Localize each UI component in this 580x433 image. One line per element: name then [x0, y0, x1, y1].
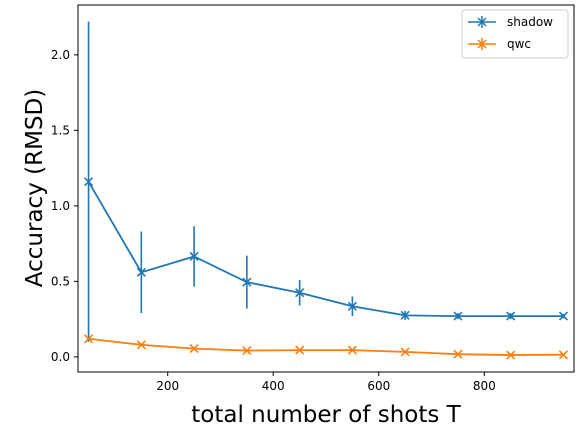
series-shadow: [83, 21, 569, 342]
plot-frame: [77, 4, 575, 373]
data-point-shadow: [189, 251, 199, 262]
x-tick-label: 200: [156, 379, 179, 393]
data-point-shadow: [400, 310, 410, 320]
legend-label-qwc: qwc: [507, 37, 531, 51]
series-line-shadow: [87, 181, 564, 318]
series-line-qwc: [88, 337, 564, 356]
data-point-qwc: [189, 344, 199, 354]
data-point-qwc: [347, 345, 357, 355]
data-point-qwc: [242, 345, 252, 356]
y-tick-label: 2.0: [51, 48, 70, 62]
data-point-shadow: [83, 177, 94, 187]
y-tick-label: 1.0: [51, 199, 70, 213]
data-point-shadow: [558, 311, 569, 321]
legend-label-shadow: shadow: [507, 15, 553, 29]
legend-item-shadow: shadow: [468, 15, 553, 29]
data-point-qwc: [453, 349, 463, 359]
legend-marker-qwc: [477, 39, 487, 49]
data-point-qwc: [558, 350, 569, 360]
legend-item-qwc: qwc: [468, 37, 531, 51]
y-tick-label: 1.5: [51, 123, 70, 137]
y-tick-label: 0.0: [51, 350, 70, 364]
data-point-shadow: [295, 288, 305, 298]
data-point-shadow: [453, 311, 463, 321]
series-qwc: [83, 334, 569, 360]
x-tick-label: 600: [367, 379, 390, 393]
y-axis-label: Accuracy (RMSD): [22, 89, 48, 287]
data-point-qwc: [136, 340, 146, 350]
data-point-qwc: [295, 345, 305, 355]
data-point-qwc: [83, 334, 94, 344]
x-tick-label: 800: [473, 379, 496, 393]
x-axis-label: total number of shots T: [191, 402, 461, 428]
data-point-shadow: [347, 301, 357, 311]
x-axis: 200 400 600 800: [156, 372, 496, 393]
data-point-qwc: [400, 347, 410, 357]
data-point-shadow: [136, 267, 146, 277]
y-axis: 0.0 0.5 1.0 1.5 2.0: [51, 48, 78, 364]
y-tick-label: 0.5: [51, 274, 70, 288]
plot-area: [83, 21, 569, 360]
data-point-shadow: [506, 311, 516, 321]
data-point-shadow: [242, 277, 252, 287]
data-point-qwc: [506, 350, 516, 360]
legend-marker-shadow: [477, 17, 487, 27]
x-tick-label: 400: [262, 379, 285, 393]
legend: shadow qwc: [461, 9, 569, 59]
